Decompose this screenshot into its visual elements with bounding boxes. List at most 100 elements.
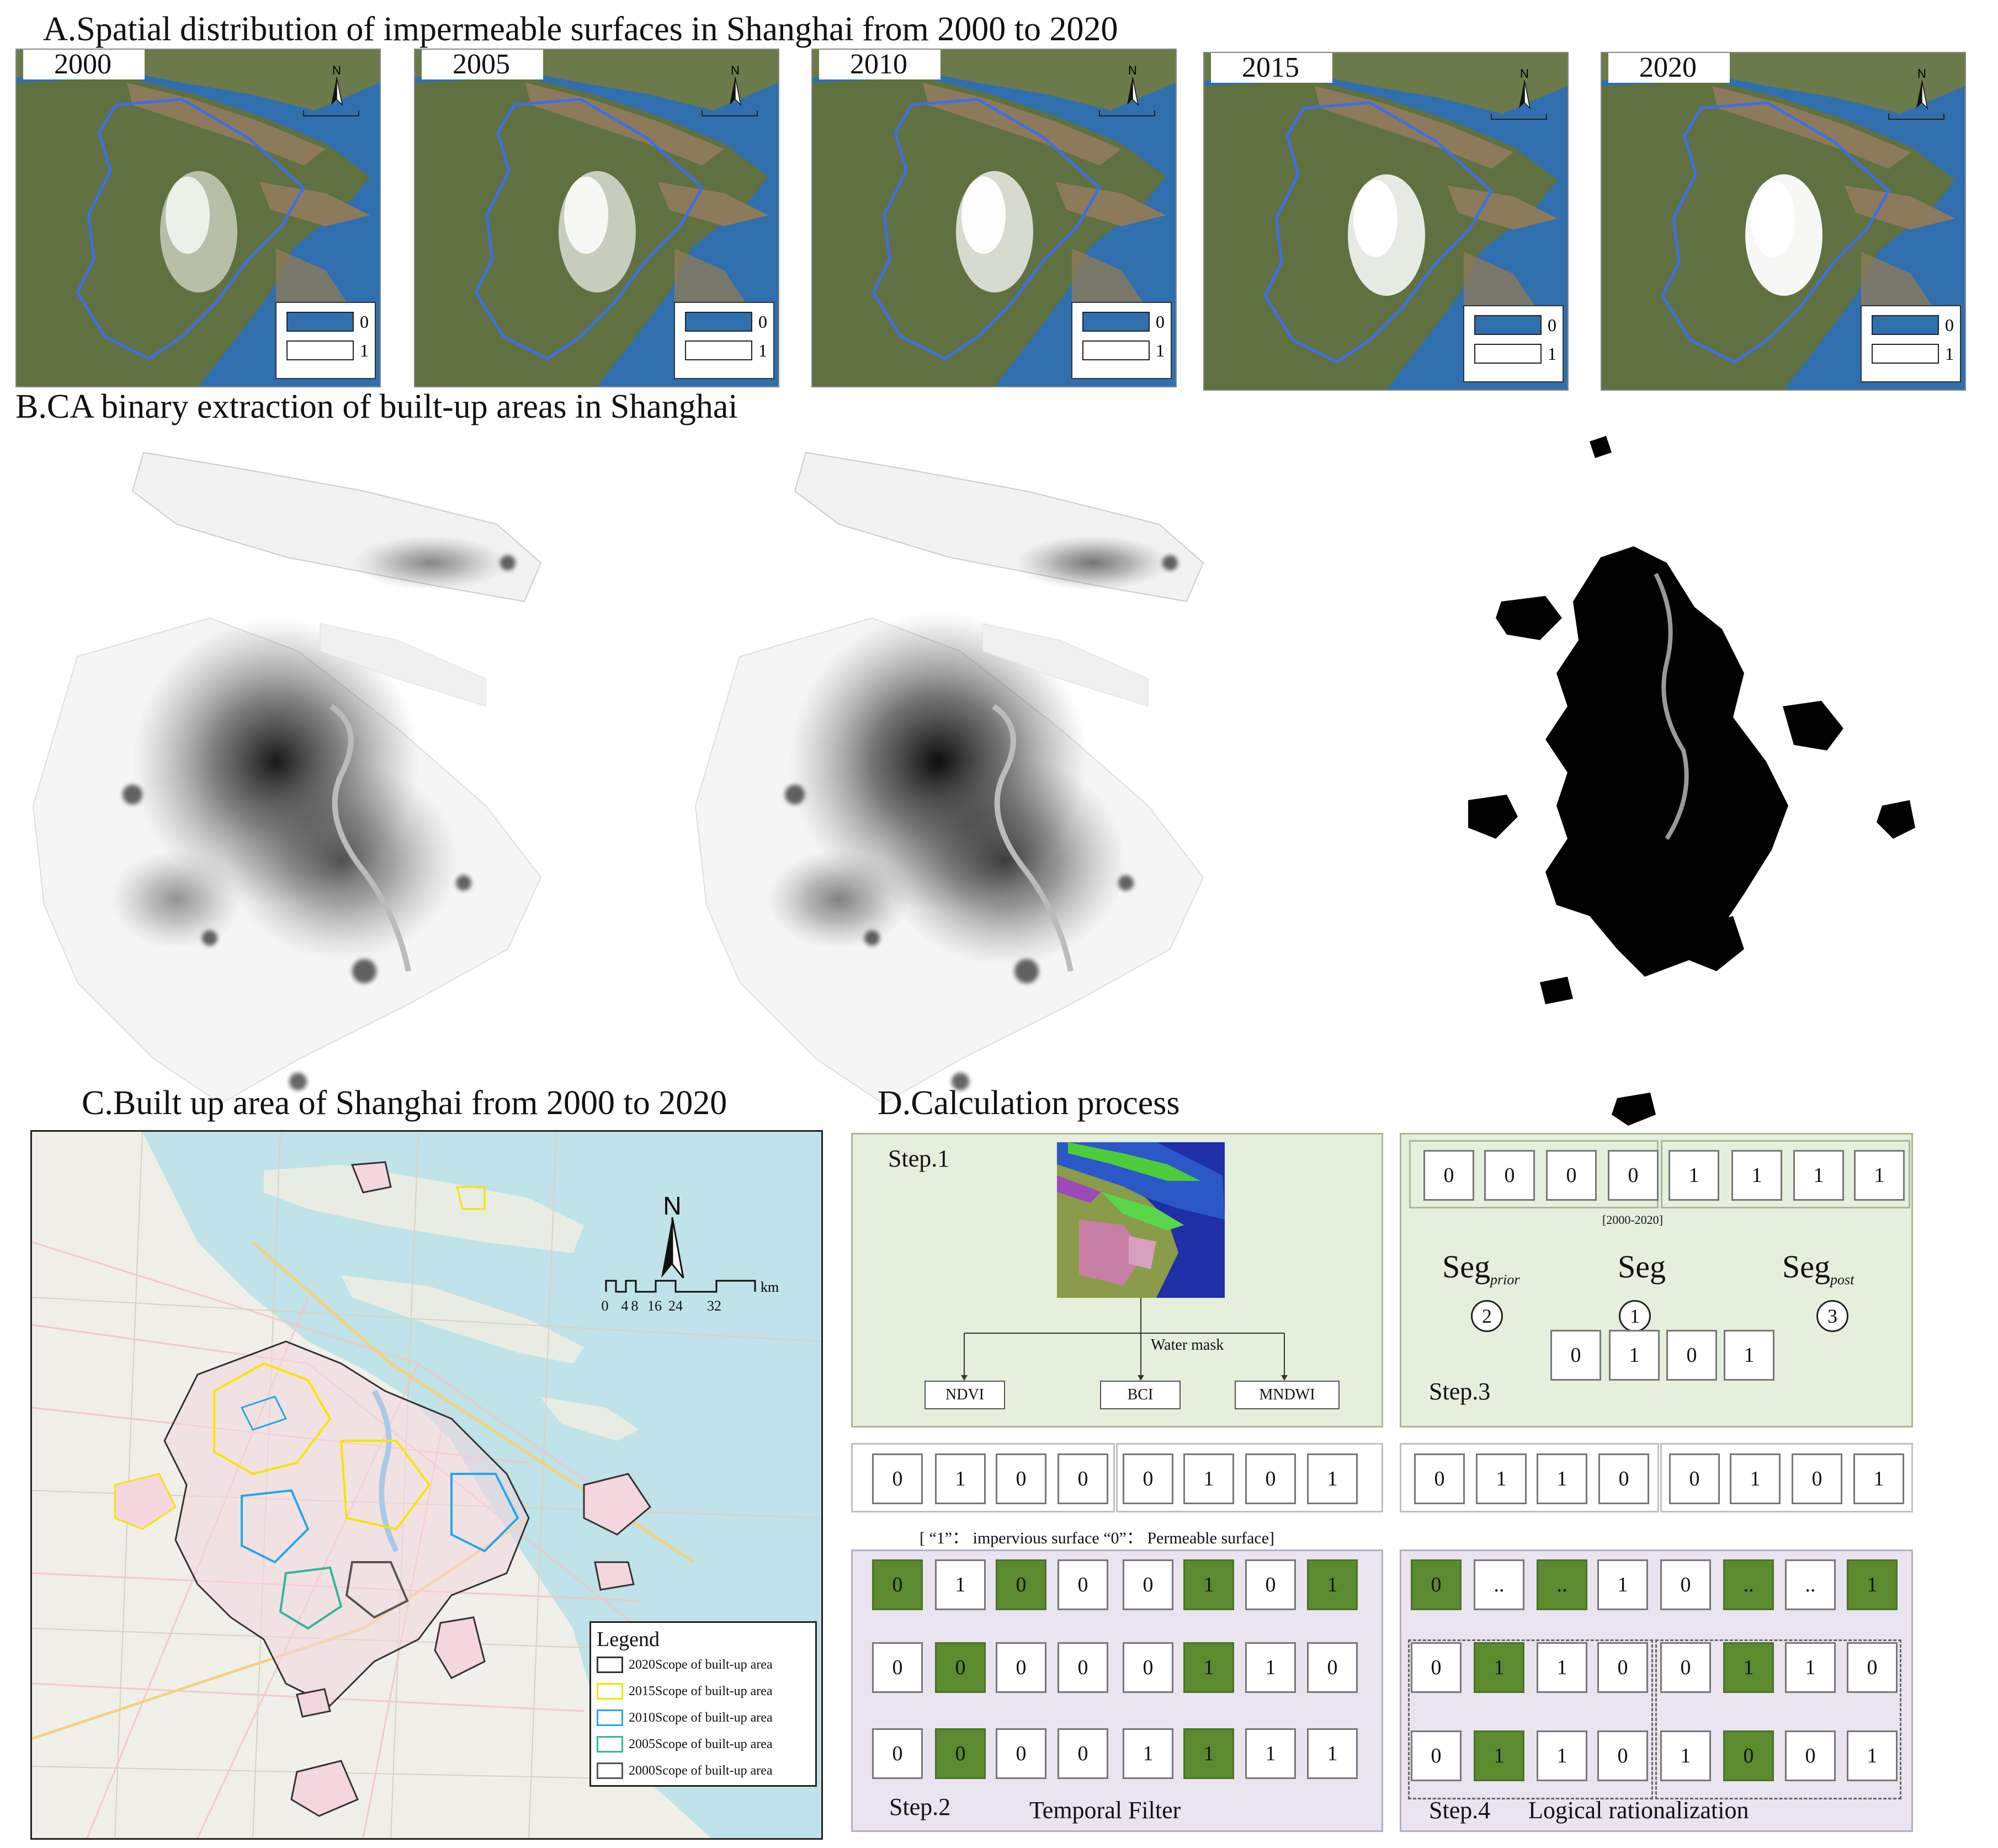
output-series-cell: 0 [1414,1453,1465,1504]
north-label: N [1520,67,1529,81]
step2-label: Step.2 [889,1793,951,1820]
north-arrow-icon [1916,81,1922,108]
output-series-cell: 0 [1669,1453,1720,1504]
logical-rationalization-cell: 1 [1847,1559,1898,1610]
step2-box: Step.2 Temporal Filter [851,1549,1383,1832]
input-series-cell: 1 [1307,1453,1358,1504]
year-label: 2010 [819,50,940,79]
legend-swatch [597,1709,623,1726]
legend-1: 1 [1945,344,1954,364]
input-series-cell: 1 [1183,1453,1234,1504]
step3-seg-cell: 0 [1666,1330,1717,1381]
logical-rationalization-cell: 0 [1411,1730,1462,1781]
legend-note: [ “1”： impervious surface “0”： Permeable… [920,1529,1275,1547]
year-label: 2000 [23,50,145,79]
logical-rationalization-cell: 0 [1847,1642,1898,1693]
step4-group-left [1408,1639,1653,1799]
step4-label: Step.4 [1429,1797,1491,1824]
scale-unit: km [761,1279,779,1295]
scale-tick: 16 [647,1298,662,1314]
north-arrow-icon [730,77,735,105]
legend-1: 1 [1548,344,1556,364]
legend-item: 2020Scope of built-up area [597,1652,810,1678]
scale-tick: 8 [631,1298,639,1314]
panelA-title: A.Spatial distribution of impermeable su… [43,10,1118,48]
step1-box: Step.1 Water mask NDVI BCI MNDWI [851,1133,1383,1428]
north-label: N [1917,67,1926,81]
temporal-filter-cell: 0 [996,1728,1046,1779]
legend-0: 0 [1548,315,1556,335]
legend-1: 1 [1156,340,1165,360]
temporal-filter-cell: 0 [935,1642,986,1693]
step3-seg-cell: 1 [1609,1330,1660,1381]
input-series-cell: 0 [1058,1453,1108,1504]
step4-group-right [1655,1639,1901,1799]
temporal-filter-cell: 0 [996,1559,1046,1610]
scale-bar-icon [1491,114,1547,120]
step3-seq-cell: 1 [1854,1150,1905,1201]
logical-rationalization-cell: 1 [1723,1642,1774,1693]
satellite-map-2015: 0 1 N 2015 [1203,52,1569,391]
scale-bar-icon [303,110,359,116]
output-series-cell: 0 [1598,1453,1649,1504]
temporal-filter-cell: 1 [935,1559,986,1610]
scale-bar-icon [1888,114,1944,120]
legend-0: 0 [758,312,767,332]
seg-group-right [1661,1140,1910,1208]
step3-seg-cell: 0 [1550,1330,1601,1381]
year-label: 2005 [422,50,543,79]
output-series-cell: 1 [1730,1453,1781,1504]
temporal-filter-cell: 0 [872,1642,923,1693]
temporal-filter-cell: 0 [935,1728,986,1779]
step3-seq-cell: 0 [1546,1150,1597,1201]
north-arrow-icon [1127,77,1133,105]
scale-tick: 24 [668,1298,683,1314]
satellite-map-2010: 0 1 N 2010 [811,49,1177,387]
output-series-cell: 1 [1476,1453,1527,1504]
seg-current: Seg [1618,1249,1666,1285]
range-label: [2000-2020] [1602,1213,1663,1227]
temporal-filter-cell: 0 [1058,1559,1108,1610]
scale-tick: 32 [707,1298,721,1314]
built-up-area-map: N 0 4 8 16 24 32 km [30,1130,823,1840]
scale-tick: 4 [621,1298,629,1314]
ndvi-box: NDVI [924,1381,1005,1409]
ca-binary-map [1435,419,1954,1137]
legend-1: 1 [758,340,767,360]
step3-seq-cell: 0 [1608,1150,1659,1201]
legend-item: 2015Scope of built-up area [597,1678,810,1705]
temporal-filter-cell: 0 [1058,1728,1108,1779]
step3-seq-cell: 1 [1793,1150,1844,1201]
step2-name: Temporal Filter [1029,1797,1181,1824]
legend-1: 1 [360,340,369,360]
temporal-filter-cell: 0 [996,1642,1046,1693]
satellite-map-2000: 0 1 N 2000 [15,49,381,387]
logical-rationalization-cell: 0 [1411,1559,1462,1610]
landsat-thumbnail [1057,1142,1225,1298]
north-label: N [731,63,740,77]
output-series-cell: 0 [1792,1453,1842,1504]
scale-bar-icon [1099,110,1155,116]
temporal-filter-cell: 1 [1183,1728,1234,1779]
logical-rationalization-cell: .. [1474,1559,1524,1610]
logical-rationalization-cell: 1 [1660,1730,1711,1781]
logical-rationalization-cell: .. [1723,1559,1774,1610]
step3-label: Step.3 [1429,1378,1491,1405]
logical-rationalization-cell: 0 [1660,1559,1711,1610]
logical-rationalization-cell: 0 [1660,1642,1711,1693]
temporal-filter-cell: 0 [872,1559,923,1610]
legend-swatch [597,1762,623,1779]
year-label: 2015 [1211,53,1332,83]
temporal-filter-cell: 0 [872,1728,923,1779]
step3-seq-cell: 0 [1423,1150,1474,1201]
temporal-filter-cell: 0 [1123,1559,1173,1610]
logical-rationalization-cell: 0 [1785,1730,1836,1781]
legend-item: 2000Scope of built-up area [597,1758,810,1784]
north-label: N [663,1191,681,1220]
temporal-filter-cell: 1 [1183,1642,1234,1693]
temporal-filter-cell: 0 [1123,1642,1173,1693]
scale-ticks: 0 4 8 16 24 32 [602,1298,722,1314]
temporal-filter-cell: 0 [1307,1642,1358,1693]
seg-number: 1 [1619,1300,1651,1332]
panelC-title: C.Built up area of Shanghai from 2000 to… [82,1084,727,1122]
